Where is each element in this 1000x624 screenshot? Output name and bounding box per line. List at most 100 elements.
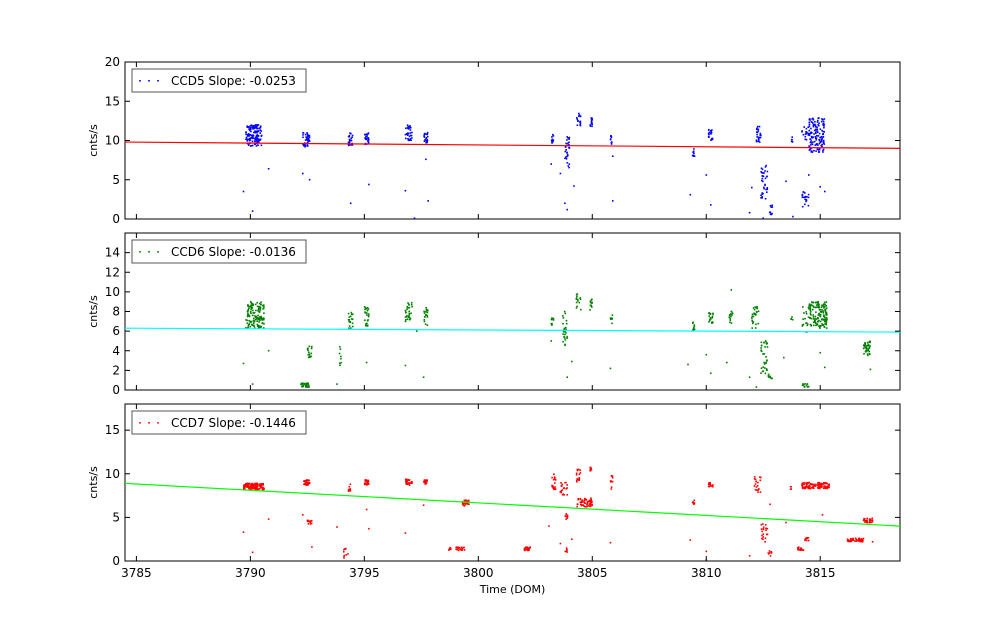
ccd6-point [247, 327, 249, 329]
ccd7-point [709, 481, 711, 484]
ccd6-point [576, 295, 578, 298]
ccd7-point [797, 548, 799, 550]
ccd7-point [760, 528, 763, 530]
ccd5-point [805, 200, 807, 203]
ccd7-legend-marker [157, 422, 159, 424]
ccd6-point [814, 322, 817, 324]
ccd5-point [815, 150, 817, 152]
ccd5-point [790, 140, 793, 143]
ccd5-point [808, 129, 810, 132]
ccd7-point [523, 548, 526, 550]
ccd6-point [255, 316, 257, 319]
ccd5-point [813, 129, 816, 132]
ccd5-point [812, 125, 815, 128]
ccd6-point [809, 311, 812, 313]
ccd6-point [825, 327, 828, 329]
ccd6-point [258, 318, 260, 320]
ccd6-point [815, 301, 817, 304]
ccd5-point [761, 175, 764, 177]
ccd6-point [708, 321, 710, 323]
ccd7-legend: CCD7 Slope: -0.1446 [131, 410, 307, 435]
ccd7-point [565, 513, 568, 516]
ccd5-point [256, 137, 258, 140]
ccd6-point [810, 317, 812, 320]
ccd7-point [578, 478, 581, 481]
ccd5-point [791, 139, 793, 141]
ccd7-ytick-label: 5 [112, 510, 120, 524]
ccd6-point [425, 307, 427, 309]
ccd7-point [693, 503, 695, 505]
ccd6-point [806, 386, 809, 388]
ccd6-point [814, 317, 816, 320]
ccd6-point [577, 298, 579, 301]
ccd7-point [798, 549, 801, 551]
ccd5-point [565, 158, 568, 160]
ccd7-point [748, 555, 751, 557]
ccd7-point [811, 487, 813, 489]
ccd7-point [864, 518, 866, 520]
ccd5-point [413, 217, 416, 219]
ccd7-point [465, 499, 467, 501]
ccd5-point [808, 123, 811, 126]
ccd7-point [566, 484, 568, 486]
ccd7-point [524, 549, 526, 551]
ccd5-point [404, 189, 407, 192]
ccd5-point [711, 129, 713, 131]
ccd5-point [247, 134, 249, 137]
ccd6-point [802, 383, 804, 385]
ccd6-point [251, 324, 254, 326]
ccd6-ytick-label: 2 [112, 363, 120, 377]
ccd5-point [810, 142, 813, 144]
ccd5-point [258, 141, 260, 144]
ccd7-point [303, 483, 305, 485]
ccd7-point [406, 483, 408, 485]
ccd5-panel: 0 5 10 15 20 cnts/s CCD5 Slope: -0.0253 [87, 55, 901, 226]
ccd6-point [864, 346, 866, 349]
ccd5-point [804, 133, 807, 135]
ccd7-point [526, 548, 528, 551]
ccd6-point [262, 304, 265, 306]
ccd6-point [811, 301, 813, 303]
ccd5-point [805, 131, 807, 133]
ccd7-point [815, 483, 817, 486]
ccd6-point [250, 306, 253, 308]
ccd6-point [812, 318, 815, 320]
ccd6-point [575, 301, 578, 304]
ccd7-point [559, 542, 562, 545]
ccd5-point [808, 149, 811, 151]
ccd5-point [804, 192, 806, 194]
ccd6-point [815, 324, 817, 327]
ccd7-point [251, 484, 254, 487]
ccd5-point [350, 139, 353, 142]
ccd5-point [426, 131, 429, 134]
ccd6-point [809, 308, 811, 311]
ccd6-point [818, 319, 820, 322]
ccd6-point [340, 357, 342, 360]
ccd7-point [578, 479, 580, 481]
ccd5-point [761, 192, 763, 194]
ccd7-point [551, 485, 553, 488]
ccd6-ytick-label: 14 [105, 246, 120, 260]
ccd6-point [405, 316, 408, 318]
ccd5-point [816, 131, 819, 133]
ccd7-point [424, 479, 427, 482]
ccd5-point [567, 137, 569, 139]
ccd6-point [368, 313, 370, 315]
ccd5-point [818, 139, 820, 141]
ccd5-point [757, 140, 760, 143]
ccd7-point [411, 480, 413, 483]
ccd5-point [407, 125, 409, 128]
ccd5-point [409, 129, 412, 131]
ccd6-point [404, 364, 407, 367]
ccd5-point [407, 132, 410, 135]
ccd5-point [815, 137, 818, 139]
ccd7-point [852, 539, 855, 541]
ccd6-point [611, 314, 614, 316]
ccd5-point [259, 132, 262, 134]
ccd6-point [300, 385, 303, 388]
ccd7-ylabel: cnts/s [87, 466, 100, 499]
ccd7-point [754, 483, 757, 485]
ccd6-point [755, 310, 758, 313]
ccd6-point [566, 337, 568, 339]
ccd7-point [869, 521, 872, 524]
